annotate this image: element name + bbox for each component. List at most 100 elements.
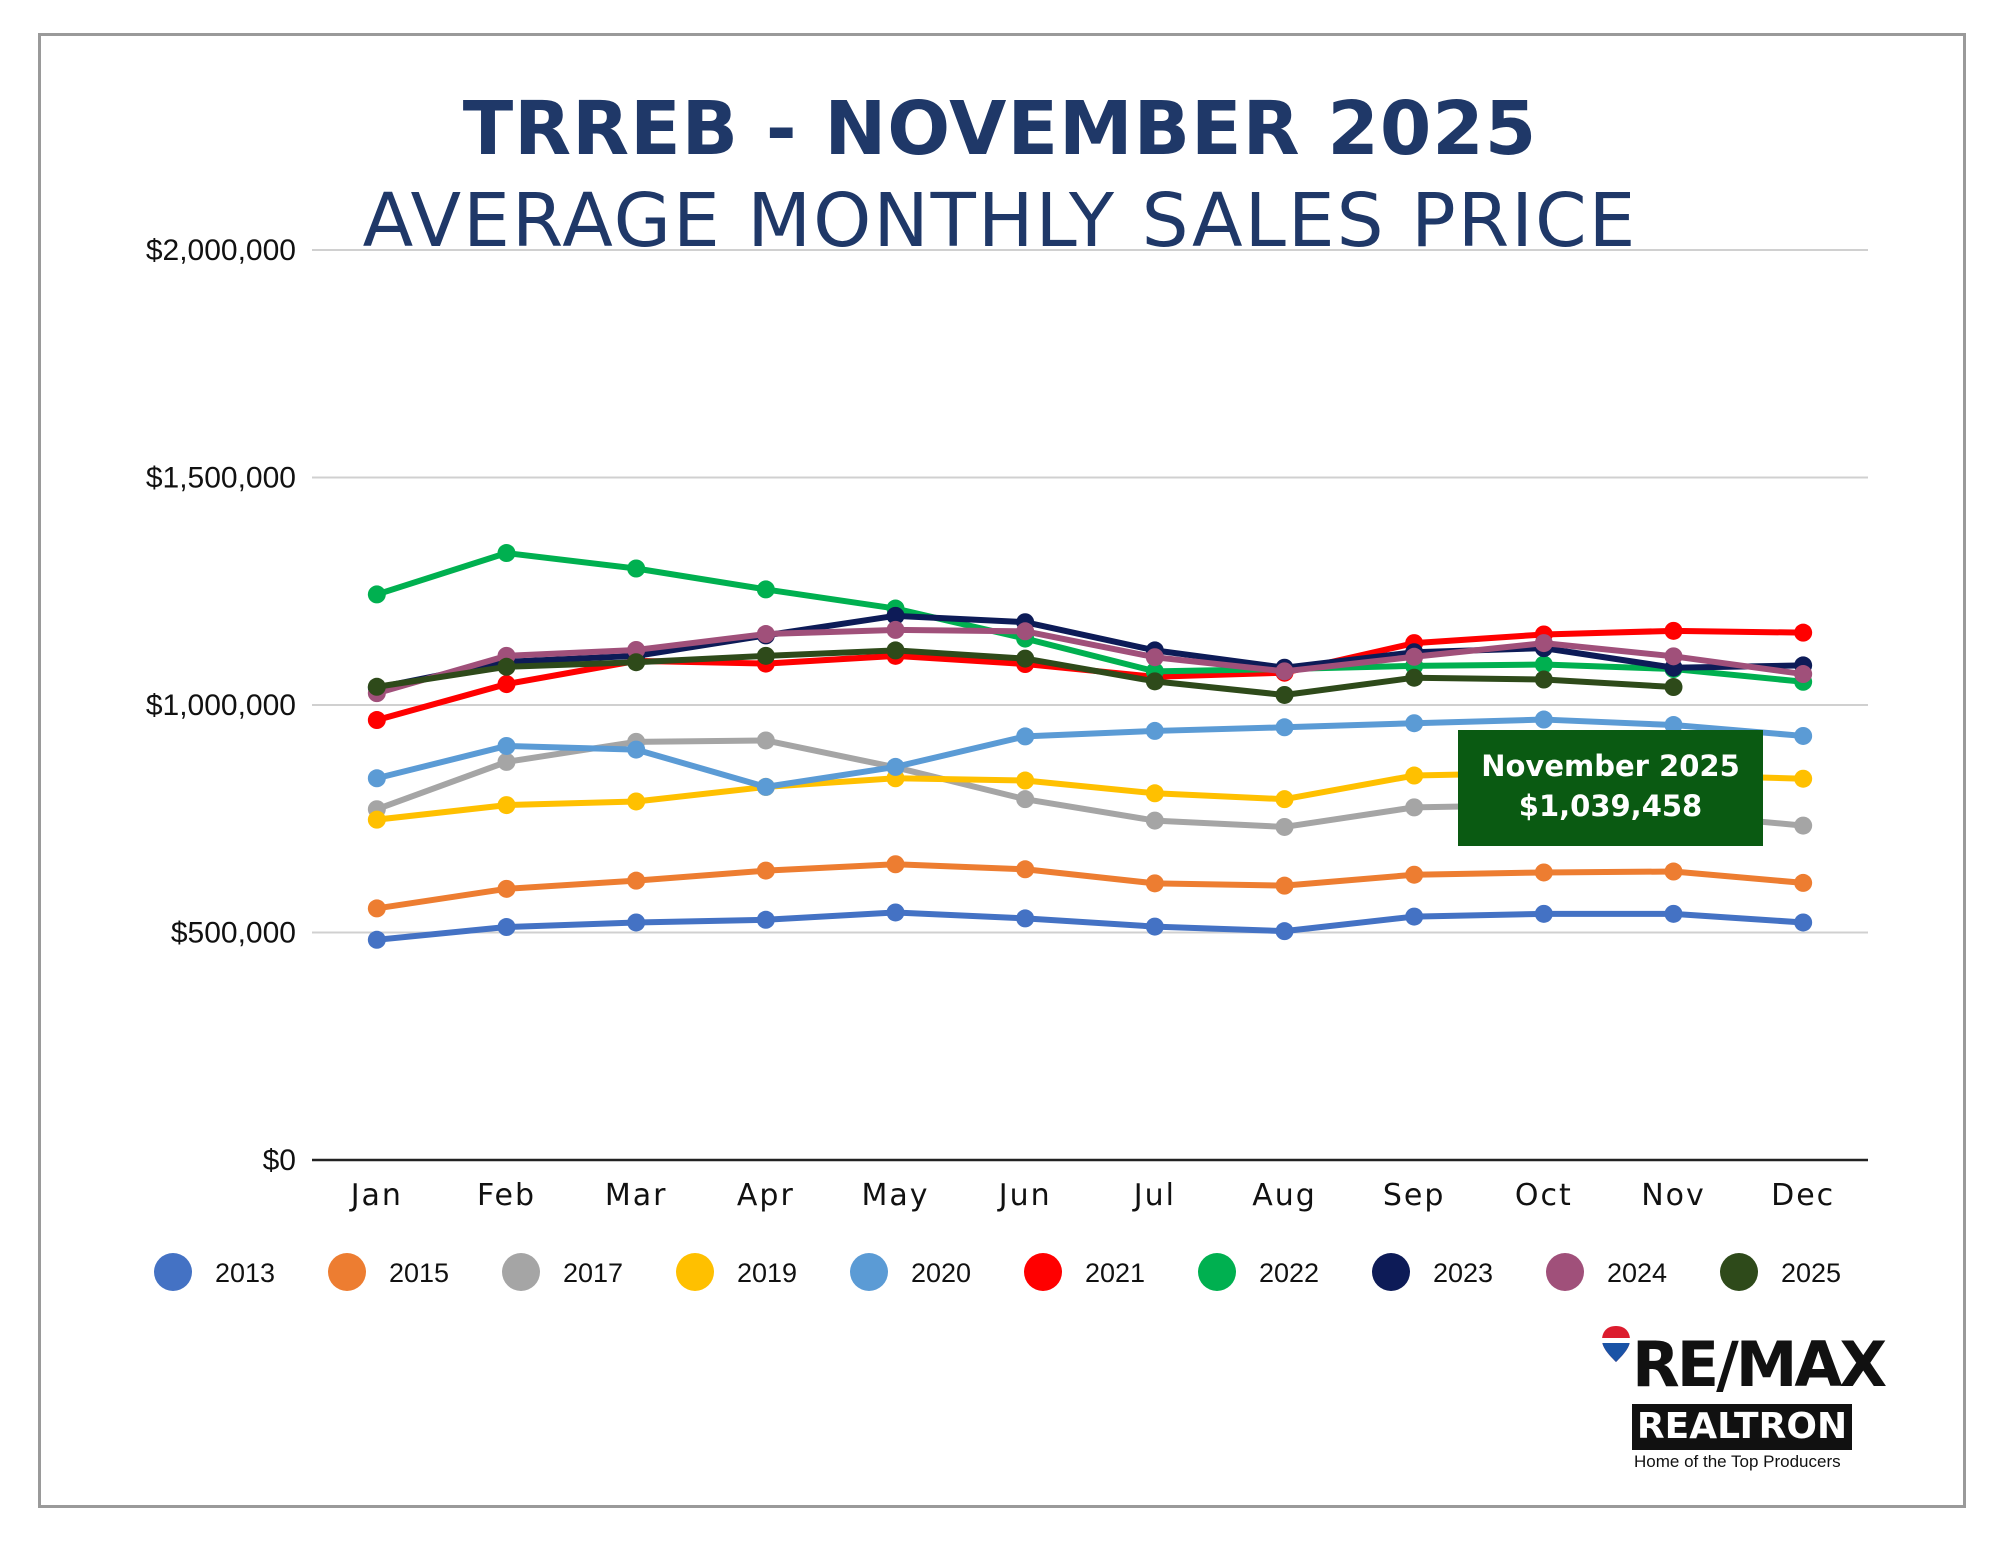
data-point [497,675,516,694]
legend-item-2019: 2019 [676,1253,797,1291]
november-2025-callout: November 2025 $1,039,458 [1458,730,1763,846]
legend-label: 2024 [1607,1258,1667,1288]
data-point [1016,771,1035,790]
logo-company: REALTRON [1632,1404,1852,1450]
data-point [1016,860,1035,879]
x-tick-label: Oct [1515,1178,1573,1213]
data-point [756,777,775,796]
series-2013 [367,903,1813,949]
data-point [1405,907,1424,926]
series-2020 [367,710,1813,796]
series-line-2024 [373,626,1807,697]
data-point [627,653,646,672]
data-point [497,752,516,771]
legend-item-2023: 2023 [1372,1253,1493,1291]
data-point [1794,816,1813,835]
data-point [1405,798,1424,817]
legend-label: 2019 [737,1258,797,1288]
x-tick-label: Jan [349,1178,403,1213]
series-line-2022 [373,550,1807,685]
legend-label: 2015 [389,1258,449,1288]
legend-marker [1372,1253,1410,1291]
remax-balloon-icon [1602,1326,1630,1362]
data-point [497,736,516,755]
legend-marker [1720,1253,1758,1291]
legend-label: 2022 [1259,1258,1319,1288]
series-2015 [367,855,1813,918]
legend-item-2022: 2022 [1198,1253,1319,1291]
remax-realtron-logo: RE/MAX REALTRON Home of the Top Producer… [1598,1320,1898,1471]
data-point [1275,817,1294,836]
data-point [886,903,905,922]
legend-marker [1546,1253,1584,1291]
data-point [1794,913,1813,932]
data-point [1016,790,1035,809]
legend-item-2017: 2017 [502,1253,623,1291]
legend-label: 2020 [911,1258,971,1288]
data-point [886,606,905,625]
legend-marker [328,1253,366,1291]
data-point [627,740,646,759]
data-point [1664,862,1683,881]
data-point [1664,647,1683,666]
data-point [1145,672,1164,691]
data-point [1794,873,1813,892]
callout-label: November 2025 [1481,749,1740,783]
y-tick-label: $2,000,000 [146,234,296,267]
data-point [1016,909,1035,928]
legend-marker [850,1253,888,1291]
legend-marker [154,1253,192,1291]
legend-label: 2021 [1085,1258,1145,1288]
x-tick-label: Aug [1252,1178,1317,1213]
data-point [627,559,646,578]
data-point [1275,718,1294,737]
series-line-2013 [373,909,1807,943]
data-point [367,585,386,604]
data-point [886,620,905,639]
legend-label: 2023 [1433,1258,1493,1288]
data-point [756,910,775,929]
legend-marker [676,1253,714,1291]
data-point [1664,716,1683,735]
legend-label: 2025 [1781,1258,1841,1288]
callout-value: $1,039,458 [1518,789,1703,823]
y-axis: $0 $500,000 $1,000,000 $1,500,000 $2,000,000 [146,234,296,1177]
x-tick-label: Apr [737,1178,795,1213]
data-point [627,913,646,932]
data-point [756,580,775,599]
legend-marker [1198,1253,1236,1291]
logo-tagline: Home of the Top Producers [1634,1452,1841,1471]
x-tick-label: May [861,1178,929,1213]
y-tick-label: $1,500,000 [146,462,296,495]
data-point [1534,655,1553,674]
data-point [497,657,516,676]
legend-marker [502,1253,540,1291]
data-point [1534,710,1553,729]
data-point [1405,766,1424,785]
data-point [1145,648,1164,667]
data-point [886,757,905,776]
data-point [1405,865,1424,884]
chart-subtitle: AVERAGE MONTHLY SALES PRICE [362,178,1638,264]
legend-item-2021: 2021 [1024,1253,1145,1291]
data-point [1405,647,1424,666]
x-tick-label: Jun [997,1178,1052,1213]
data-point [756,625,775,644]
data-point [1145,721,1164,740]
data-point [1794,623,1813,642]
data-point [1794,769,1813,788]
legend-item-2015: 2015 [328,1253,449,1291]
data-point [367,930,386,949]
series-2025 [367,641,1683,704]
legend-label: 2017 [563,1258,623,1288]
x-tick-label: Feb [477,1178,536,1213]
data-point [367,899,386,918]
data-point [1664,678,1683,697]
x-axis: Jan Feb Mar Apr May Jun Jul Aug Sep Oct Nov Dec [312,1158,1868,1213]
series-line-2020 [373,716,1807,790]
legend-marker [1024,1253,1062,1291]
data-point [1145,811,1164,830]
data-point [1534,670,1553,689]
x-tick-label: Jul [1132,1178,1176,1213]
data-point [1664,621,1683,640]
